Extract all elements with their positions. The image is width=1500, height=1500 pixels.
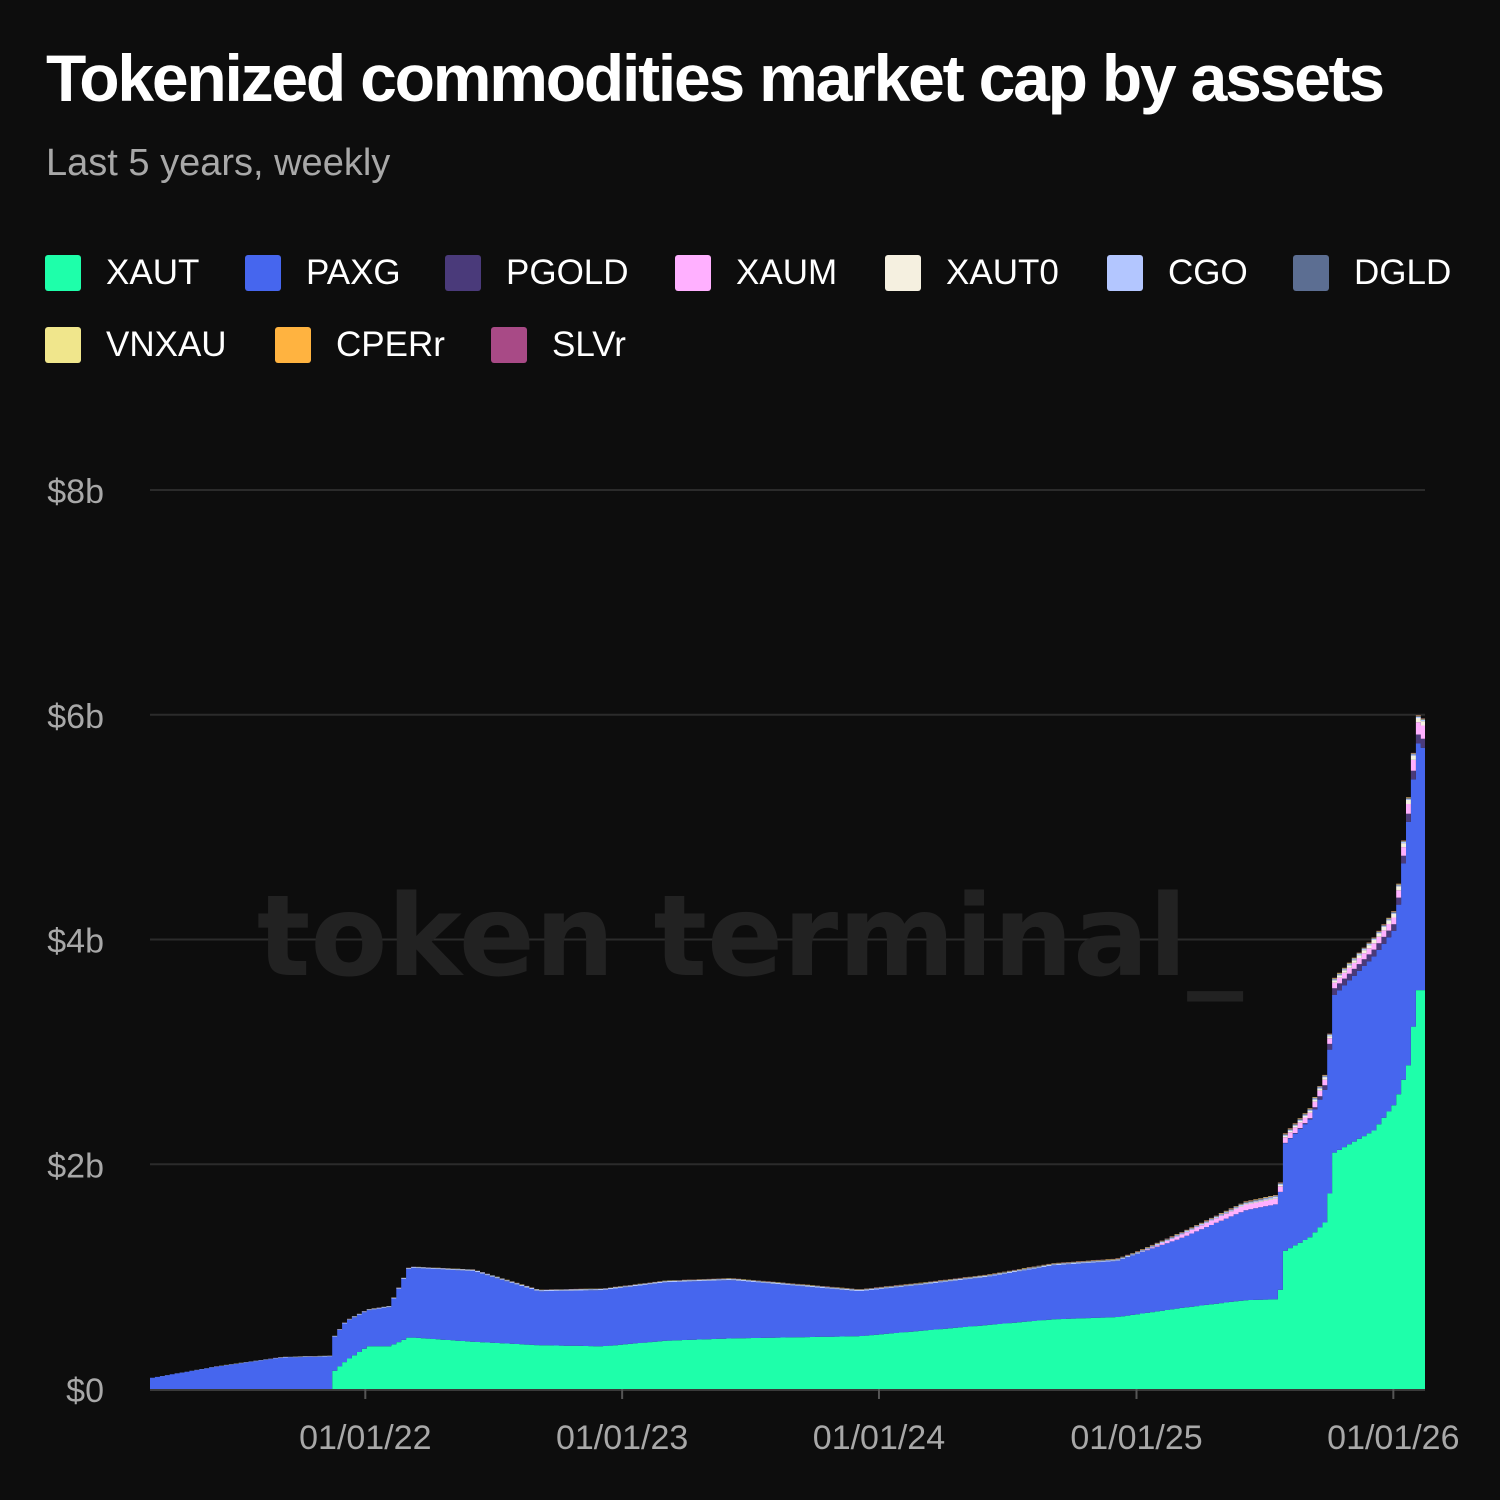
legend-label-pgold: PGOLD bbox=[506, 253, 629, 292]
legend-row-2: VNXAU CPERr SLVr bbox=[45, 324, 1485, 366]
legend-swatch-cperr bbox=[275, 327, 311, 363]
x-tick-label: 01/01/23 bbox=[556, 1419, 688, 1457]
legend-item-paxg[interactable]: PAXG bbox=[245, 253, 445, 293]
legend-row-1: XAUT PAXG PGOLD XAUM XAUT0 CGO DGLD bbox=[45, 252, 1485, 294]
legend-swatch-paxg bbox=[245, 255, 281, 291]
area-layer bbox=[150, 715, 1425, 1389]
legend-item-xaut[interactable]: XAUT bbox=[45, 253, 245, 293]
axis-layer: $0 $2b $4b $6b $8b 01/01/22 01/01/23 01/01/24 01… bbox=[47, 473, 1459, 1457]
legend-label-xaut0: XAUT0 bbox=[946, 253, 1059, 292]
y-tick-label: $2b bbox=[47, 1147, 104, 1185]
x-tick-label: 01/01/26 bbox=[1327, 1419, 1459, 1457]
y-tick-label: $0 bbox=[66, 1372, 104, 1410]
chart-subtitle: Last 5 years, weekly bbox=[46, 142, 391, 184]
legend-item-xaum[interactable]: XAUM bbox=[675, 253, 885, 293]
legend-label-paxg: PAXG bbox=[306, 253, 401, 292]
legend-swatch-cgo bbox=[1107, 255, 1143, 291]
legend-swatch-xaut0 bbox=[885, 255, 921, 291]
legend-label-cgo: CGO bbox=[1168, 253, 1248, 292]
legend-label-xaum: XAUM bbox=[736, 253, 838, 292]
legend-label-slvr: SLVr bbox=[552, 325, 626, 364]
area-series-xaut[interactable] bbox=[150, 990, 1425, 1389]
legend-swatch-dgld bbox=[1293, 255, 1329, 291]
area-series-paxg[interactable] bbox=[150, 743, 1425, 1390]
y-tick-label: $6b bbox=[47, 698, 104, 736]
legend-item-slvr[interactable]: SLVr bbox=[491, 325, 626, 365]
legend: XAUT PAXG PGOLD XAUM XAUT0 CGO DGLD bbox=[45, 252, 1485, 396]
legend-swatch-xaum bbox=[675, 255, 711, 291]
watermark: token terminal_ bbox=[257, 872, 1243, 1002]
chart-title: Tokenized commodities market cap by asse… bbox=[46, 41, 1385, 115]
legend-item-xaut0[interactable]: XAUT0 bbox=[885, 253, 1107, 293]
legend-label-xaut: XAUT bbox=[106, 253, 200, 292]
legend-swatch-vnxau bbox=[45, 327, 81, 363]
x-tick-label: 01/01/25 bbox=[1070, 1419, 1202, 1457]
legend-item-cgo[interactable]: CGO bbox=[1107, 253, 1293, 293]
legend-swatch-pgold bbox=[445, 255, 481, 291]
x-tick-label: 01/01/22 bbox=[299, 1419, 431, 1457]
legend-item-pgold[interactable]: PGOLD bbox=[445, 253, 675, 293]
legend-label-vnxau: VNXAU bbox=[106, 325, 227, 364]
grid-layer bbox=[150, 489, 1425, 1166]
legend-item-cperr[interactable]: CPERr bbox=[275, 325, 491, 365]
legend-swatch-xaut bbox=[45, 255, 81, 291]
y-tick-label: $4b bbox=[47, 923, 104, 961]
x-tick-label: 01/01/24 bbox=[813, 1419, 945, 1457]
legend-item-vnxau[interactable]: VNXAU bbox=[45, 325, 275, 365]
legend-item-dgld[interactable]: DGLD bbox=[1293, 253, 1451, 293]
legend-label-dgld: DGLD bbox=[1354, 253, 1452, 292]
y-tick-label: $8b bbox=[47, 473, 104, 511]
legend-label-cperr: CPERr bbox=[336, 325, 445, 364]
legend-swatch-slvr bbox=[491, 327, 527, 363]
